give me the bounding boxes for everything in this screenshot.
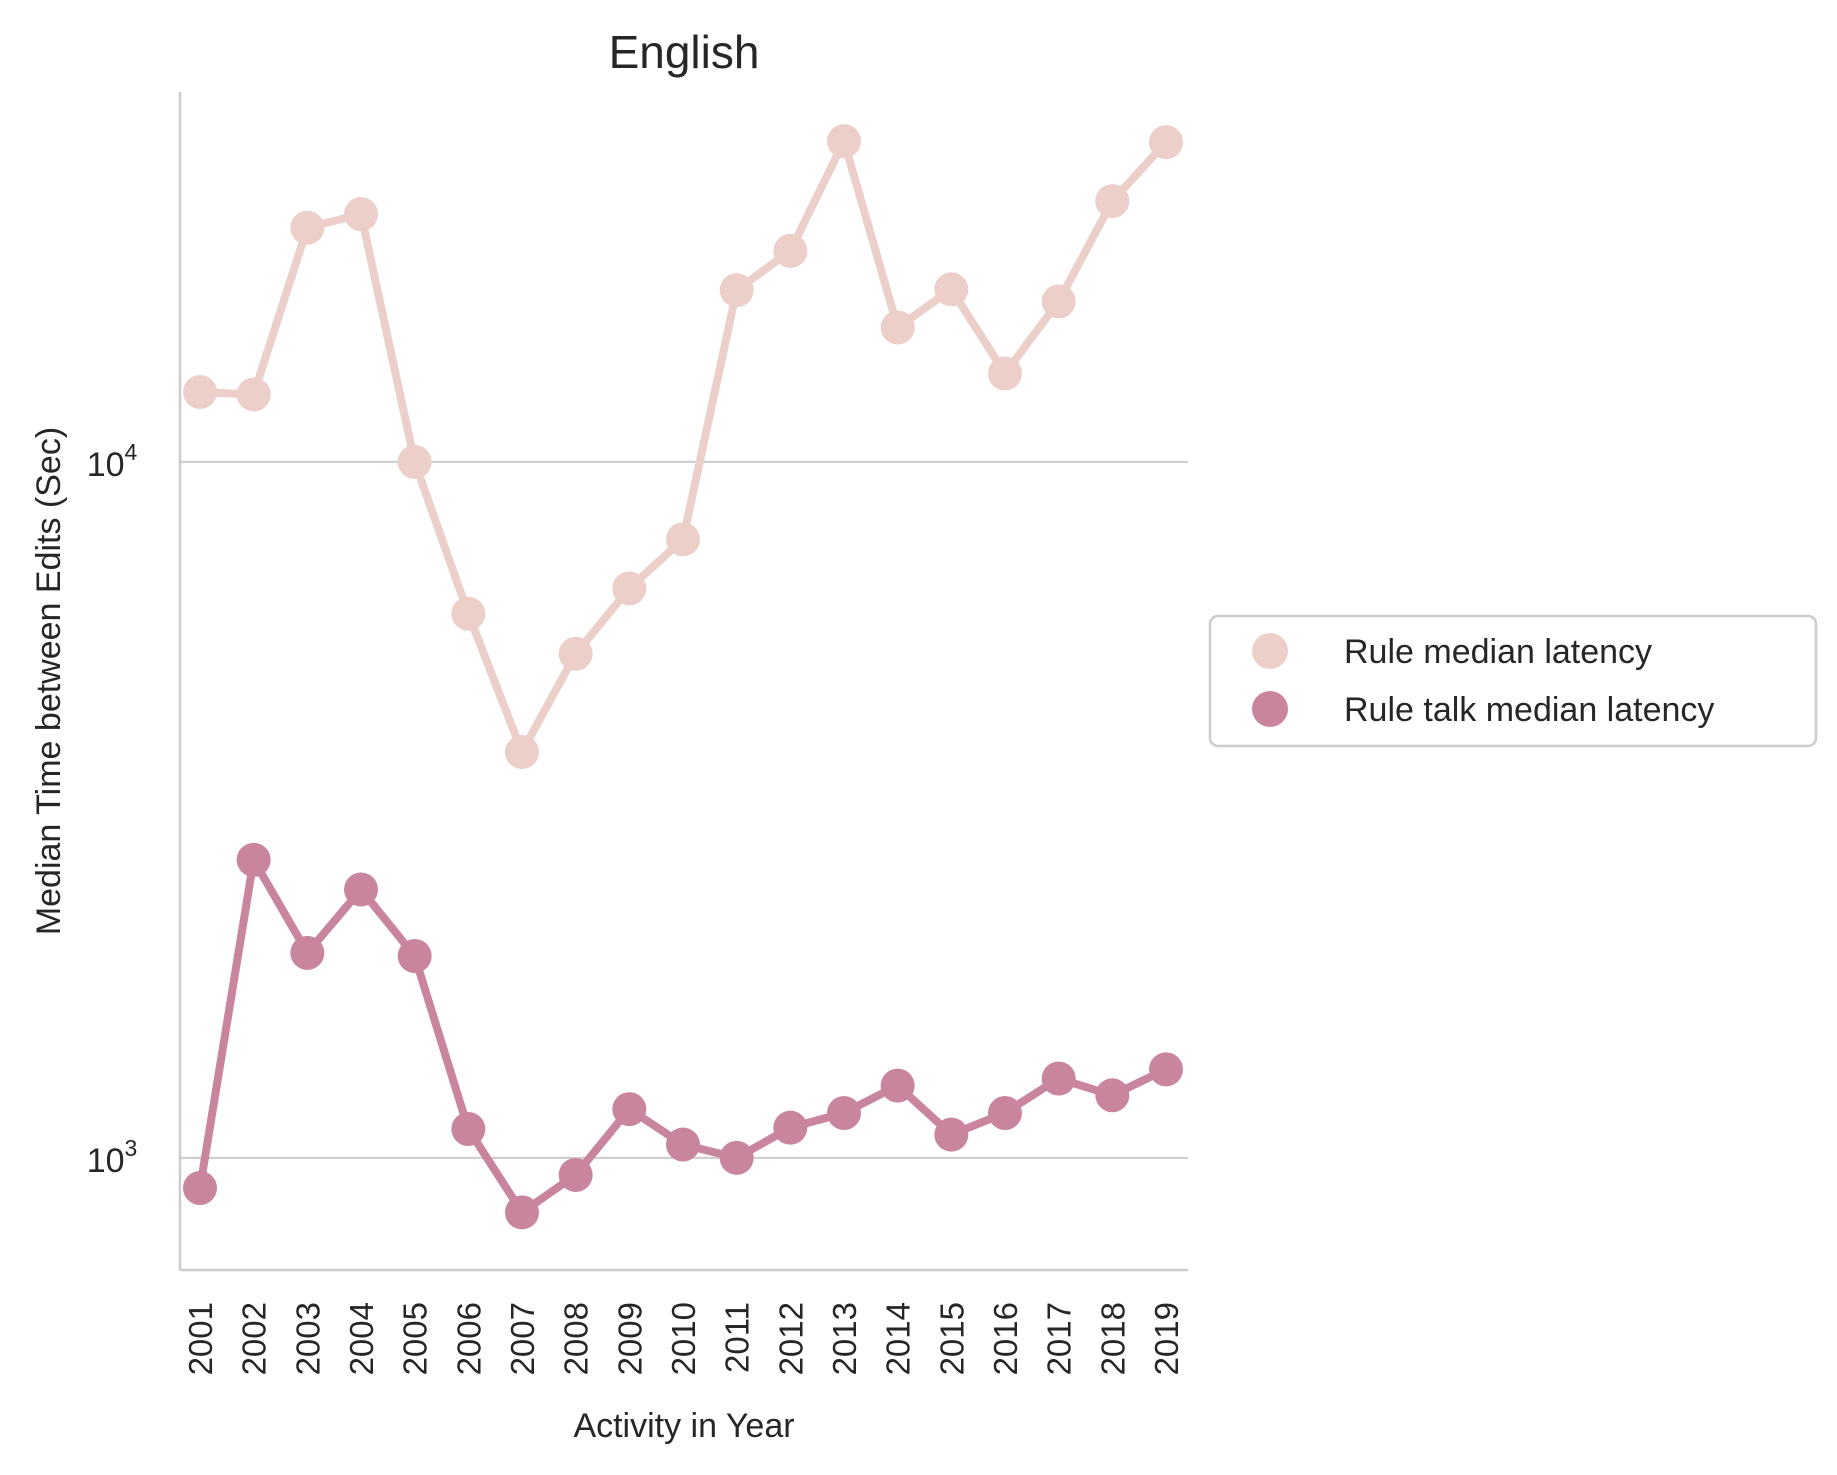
x-tick-label: 2006 [450, 1302, 487, 1375]
series-2-point [397, 938, 432, 973]
series-1-point [1041, 284, 1076, 319]
series-2-point [1149, 1052, 1183, 1087]
x-tick-label: 2011 [719, 1302, 756, 1373]
series-1-point [451, 596, 486, 631]
series-2-point [773, 1110, 808, 1145]
series-2-point [880, 1068, 915, 1103]
series-2-point [934, 1117, 969, 1152]
legend-box [1208, 614, 1818, 748]
x-tick-label: 2017 [1041, 1302, 1078, 1375]
series-1-point [934, 272, 969, 307]
series-2-point [236, 842, 271, 877]
x-axis-label: Activity in Year [573, 1407, 794, 1445]
series-2-point [344, 872, 378, 907]
series-1-point [505, 734, 539, 769]
y-tick-exponent: 4 [125, 439, 138, 465]
x-tick-label: 2016 [987, 1302, 1024, 1375]
series-1-point [290, 210, 325, 245]
x-tick-label: 2001 [182, 1302, 219, 1375]
series-1-point [558, 636, 593, 671]
series-2-point [451, 1112, 486, 1147]
series-2-point [290, 935, 325, 970]
series-1-point [397, 444, 432, 479]
series-2-point [505, 1195, 539, 1230]
y-tick-label: 103 [87, 1135, 138, 1180]
series-1-point [719, 273, 754, 308]
y-tick-exponent: 3 [125, 1135, 138, 1161]
series-2-point [183, 1171, 217, 1206]
y-tick-base: 10 [87, 1142, 125, 1180]
series-2-point [612, 1092, 647, 1127]
y-tick-base: 10 [87, 446, 125, 484]
x-tick-label: 2002 [236, 1302, 273, 1375]
series-2-point [827, 1095, 861, 1130]
x-tick-label: 2014 [880, 1302, 917, 1375]
series-1-point [344, 197, 378, 232]
series-1-point [773, 233, 808, 268]
x-tick-label: 2007 [504, 1302, 541, 1375]
x-tick-label: 2010 [665, 1302, 702, 1375]
legend-label-2: Rule talk median latency [1344, 691, 1714, 729]
x-tick-label: 2019 [1148, 1302, 1185, 1375]
x-tick-label: 2003 [289, 1302, 326, 1375]
series-1-point [880, 310, 915, 345]
series-1-point [988, 356, 1022, 391]
legend-marker-1 [1252, 633, 1288, 669]
x-tick-label: 2009 [611, 1302, 648, 1375]
series-1-point [612, 571, 647, 606]
x-tick-label: 2008 [558, 1302, 595, 1375]
legend-label-1: Rule median latency [1344, 633, 1652, 671]
chart-title: English [609, 26, 760, 78]
series-1-point [666, 522, 700, 557]
y-tick-label: 104 [87, 439, 138, 484]
series-1-point [236, 377, 271, 412]
series-1-point [183, 375, 217, 410]
x-tick-label: 2018 [1094, 1302, 1131, 1375]
series-line-1 [196, 137, 1170, 756]
series-2-point [719, 1140, 754, 1175]
series-2-point [666, 1127, 700, 1162]
x-tick-label: 2015 [933, 1302, 970, 1375]
legend-marker-2 [1252, 691, 1288, 727]
series-1-point [827, 124, 861, 159]
series-2-point [558, 1157, 593, 1192]
series-2-point [1041, 1061, 1076, 1096]
series-1-point [1095, 184, 1130, 219]
series-2-point [988, 1095, 1022, 1130]
x-tick-label: 2005 [397, 1302, 434, 1375]
x-tick-label: 2004 [343, 1302, 380, 1375]
series-1-point [1149, 125, 1183, 160]
x-tick-label: 2013 [826, 1302, 863, 1375]
y-axis-label: Median Time between Edits (Sec) [30, 427, 68, 935]
x-tick-label: 2012 [772, 1302, 809, 1375]
series-2-point [1095, 1078, 1130, 1113]
